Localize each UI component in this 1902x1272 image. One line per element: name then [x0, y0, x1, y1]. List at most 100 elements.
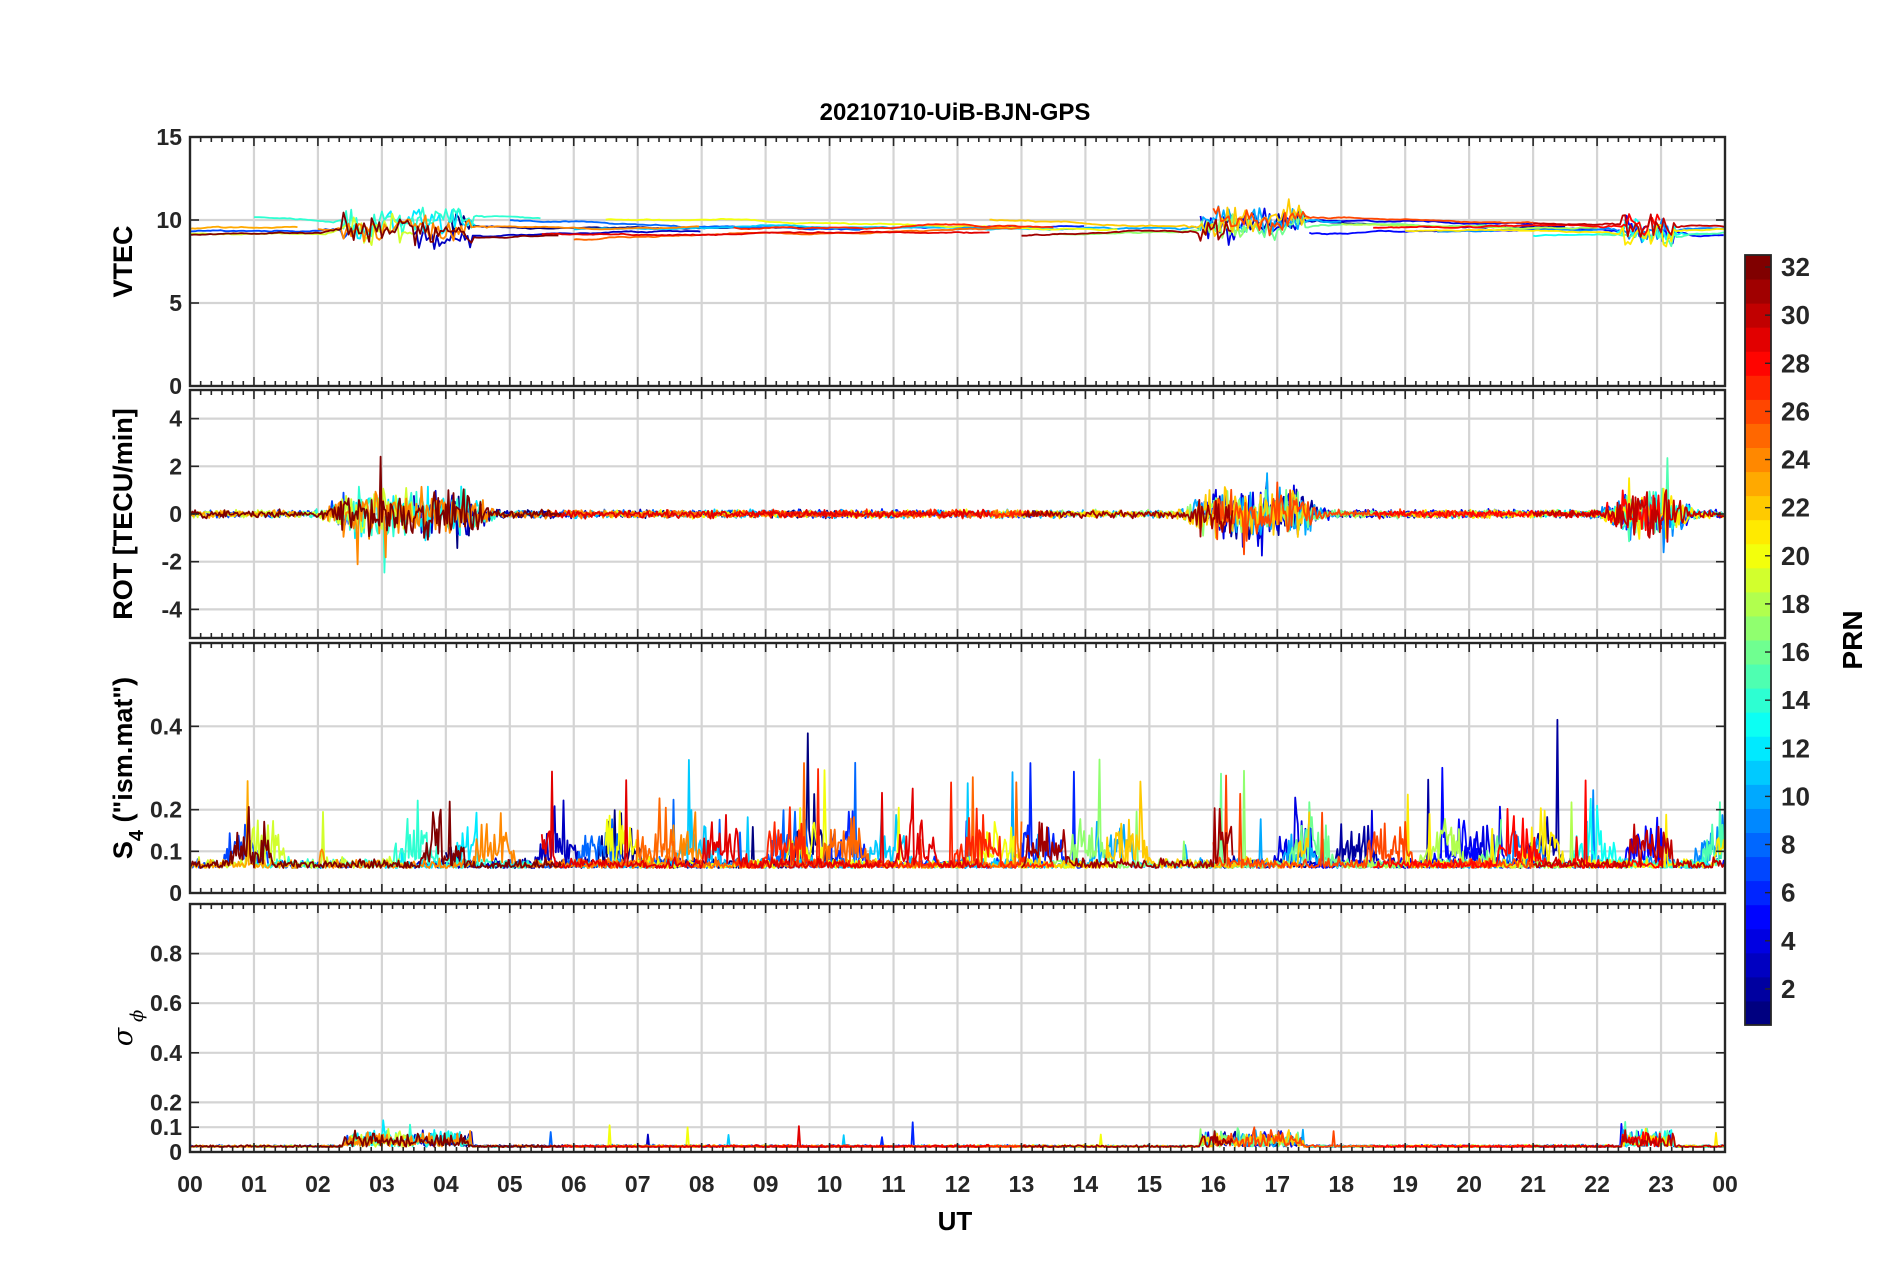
x-tick-label: 13	[1009, 1171, 1035, 1197]
x-tick-label: 18	[1328, 1171, 1354, 1197]
x-tick-label: 16	[1201, 1171, 1227, 1197]
series-line-prn-31	[1020, 807, 1234, 869]
y-tick-label: 5	[169, 290, 182, 316]
y-axis: -4 -2 0 2 4	[162, 406, 1725, 622]
x-tick-label: 14	[1073, 1171, 1099, 1197]
series-line-prn-30	[1532, 1129, 1725, 1148]
y-tick-label: 15	[156, 124, 182, 150]
series-line-prn-31	[1021, 218, 1232, 242]
colorbar-segment	[1745, 327, 1771, 352]
y-tick-label: -4	[162, 596, 183, 622]
series-line-prn-32	[190, 455, 562, 541]
series-line-prn-13	[1532, 218, 1713, 243]
y-axis-label-sub: 4	[126, 829, 148, 841]
colorbar-segment	[1745, 471, 1771, 497]
x-axis-label: UT	[938, 1206, 973, 1236]
y-axis-label-main: σ	[108, 1026, 139, 1046]
y-axis: 0 5 10 15	[156, 124, 1725, 399]
x-tick-label: 05	[497, 1171, 523, 1197]
y-tick-label: 0	[169, 501, 182, 527]
colorbar-tick-label: 10	[1781, 781, 1810, 811]
colorbar-segment	[1745, 375, 1771, 400]
chart-title: 20210710-UiB-BJN-GPS	[820, 99, 1091, 126]
series-group	[190, 198, 1725, 250]
x-tick-label: 03	[369, 1171, 395, 1197]
series-group	[190, 455, 1725, 574]
series-line-prn-29	[540, 770, 991, 869]
y-tick-label: 0.4	[150, 1040, 182, 1066]
y-axis-label: S4 ("ism.mat")	[108, 677, 148, 859]
x-tick-label: 04	[433, 1171, 459, 1197]
y-tick-label: 0	[169, 880, 182, 906]
y-axis-label-rest: ("ism.mat")	[108, 677, 138, 830]
colorbar-tick-label: 8	[1781, 830, 1795, 860]
series-line-prn-31	[1021, 1130, 1234, 1148]
x-tick-label: 23	[1648, 1171, 1674, 1197]
panel-rot: -4 -2 0 2 4 ROT [TECU/min]	[108, 388, 1727, 640]
colorbar-segment	[1745, 952, 1771, 978]
colorbar-segment	[1745, 279, 1771, 304]
x-tick-label: 11	[881, 1171, 906, 1197]
y-axis-label: ROT [TECU/min]	[108, 408, 138, 619]
y-tick-label: 0.2	[150, 1089, 182, 1115]
colorbar-tick-label: 32	[1781, 252, 1810, 282]
x-tick-label: 12	[945, 1171, 971, 1197]
panel-sigma_phi: 00.10.2 0.4 0.6 0.8 σ ϕ	[108, 902, 1727, 1165]
colorbar-segment	[1745, 423, 1771, 448]
x-tick-label: 21	[1520, 1171, 1546, 1197]
x-tick-label: 00	[1712, 1171, 1738, 1197]
colorbar-segment	[1745, 712, 1771, 737]
x-axis: 00 01 02 03 04 05 06 07 08 09 10 11 12 13 14 15 16 17 18 19…	[177, 1171, 1738, 1197]
x-tick-label: 01	[241, 1171, 267, 1197]
series-line-prn-32	[190, 211, 559, 247]
x-ticks	[189, 904, 1726, 1152]
x-tick-label: 07	[625, 1171, 651, 1197]
series-line-prn-23	[190, 225, 298, 230]
colorbar-segment	[1745, 664, 1771, 689]
y-axis-label: σ ϕ	[108, 1010, 148, 1046]
x-tick-label: 19	[1392, 1171, 1418, 1197]
y-tick-label: 0.4	[150, 713, 182, 739]
colorbar-tick-label: 12	[1781, 733, 1810, 763]
series-line-prn-27	[733, 223, 1054, 231]
y-tick-label: 2	[169, 453, 182, 479]
series-line-prn-28	[1373, 213, 1661, 236]
y-axis-label-sub: ϕ	[127, 1010, 148, 1028]
grid	[190, 904, 1725, 1152]
series-group	[190, 718, 1725, 869]
colorbar-segment	[1745, 567, 1771, 593]
series-line-prn-25	[573, 227, 1022, 241]
series-line-prn-14	[253, 206, 541, 238]
x-ticks	[189, 390, 1726, 638]
series-line-prn-26	[1212, 205, 1534, 237]
series-line-prn-20	[605, 217, 1118, 232]
series-line-prn-20	[604, 769, 1119, 869]
y-tick-label: 0.2	[150, 797, 182, 823]
series-group	[190, 1119, 1725, 1148]
series-line-prn-31	[1021, 498, 1234, 538]
colorbar-tick-label: 4	[1781, 926, 1796, 956]
y-tick-label: 0	[169, 1139, 182, 1165]
y-tick-label: -2	[162, 549, 182, 575]
x-tick-label: 06	[561, 1171, 587, 1197]
series-line-prn-26	[1212, 774, 1534, 869]
colorbar-tick-label: 30	[1781, 300, 1810, 330]
x-ticks	[189, 137, 1726, 386]
y-tick-label: 4	[169, 406, 182, 432]
series-line-prn-21	[1405, 223, 1725, 248]
colorbar-tick-label: 22	[1781, 493, 1810, 523]
y-axis: 0 0.1 0.2 0.4	[150, 713, 1725, 906]
x-tick-label: 08	[689, 1171, 715, 1197]
colorbar-tick-label: 24	[1781, 445, 1810, 475]
x-tick-label: 20	[1456, 1171, 1482, 1197]
series-line-prn-22	[989, 198, 1310, 238]
colorbar-tick-label: 18	[1781, 589, 1810, 619]
y-tick-label: 0.8	[150, 941, 182, 967]
y-tick-label: 0.6	[150, 990, 182, 1016]
series-line-prn-32	[190, 800, 562, 869]
colorbar-segment	[1745, 856, 1771, 882]
panel-s4: 00.10.20.4S4 ("ism.mat")	[108, 641, 1727, 906]
colorbar-tick-label: 20	[1781, 541, 1810, 571]
